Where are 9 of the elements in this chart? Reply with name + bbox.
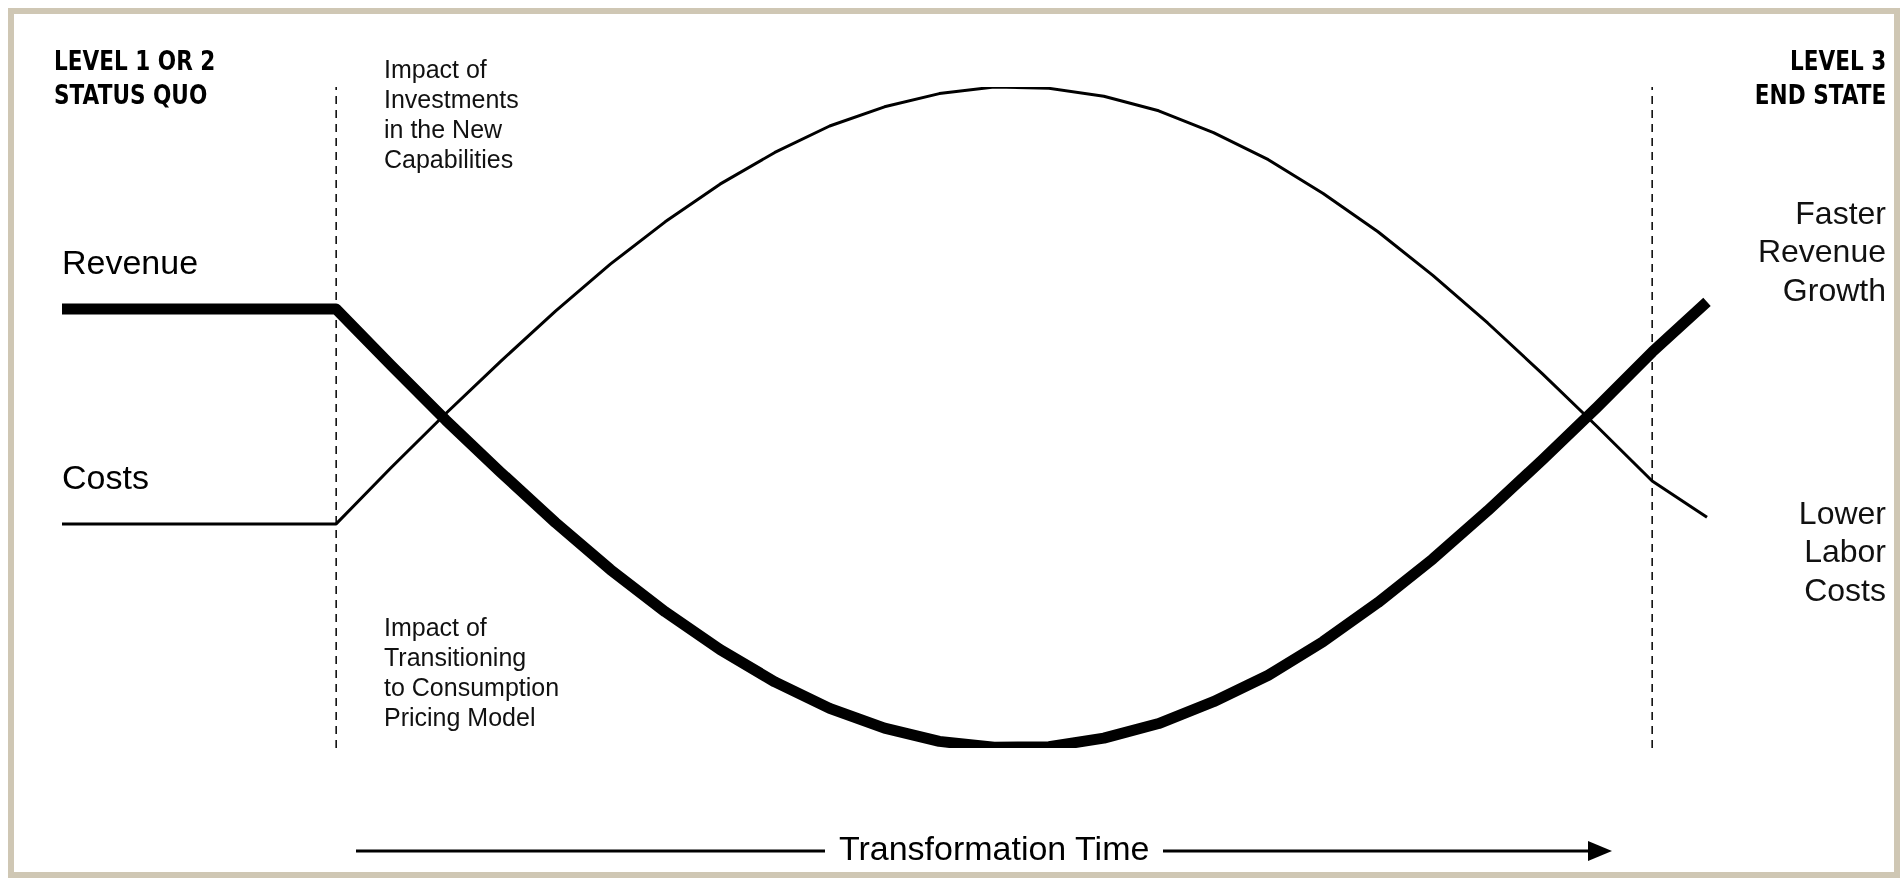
chart-title: LEVEL 1 OR 2 STATUS QUO <box>54 44 216 112</box>
series-label: Revenue <box>62 243 199 283</box>
x-axis-title: Transformation Time <box>824 829 1164 867</box>
series-label: Costs <box>62 457 149 497</box>
text: Faster Revenue Growth <box>1757 194 1886 310</box>
annotation: Impact of Investments in the New Capabilities <box>384 54 519 174</box>
text: Lower Labor Costs <box>1798 494 1886 610</box>
annotation: Impact of Transitioning to Consumption Pricing Model <box>384 612 560 732</box>
text: LEVEL 3 END STATE <box>1754 44 1886 112</box>
